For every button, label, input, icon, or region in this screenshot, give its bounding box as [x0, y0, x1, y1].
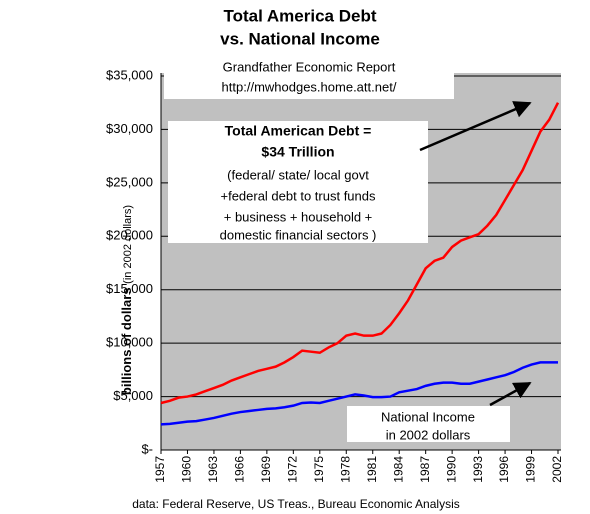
chart-title: Total America Debt: [223, 6, 376, 25]
debt-box: [168, 121, 428, 243]
x-tick-label: 1990: [444, 456, 458, 483]
annotation: National Income: [381, 409, 475, 424]
x-tick-label: 2002: [550, 456, 564, 483]
y-tick-label: $25,000: [106, 174, 153, 189]
annotation: Total American Debt =: [225, 123, 372, 139]
x-tick-label: 1957: [153, 456, 167, 483]
y-tick-label: $-: [141, 441, 153, 456]
x-tick-label: 1960: [180, 456, 194, 483]
arrow: [419, 101, 532, 152]
chart-title: vs. National Income: [220, 29, 380, 48]
x-tick-label: 1969: [259, 456, 273, 483]
y-tick-label: $10,000: [106, 335, 153, 350]
y-tick-label: $15,000: [106, 281, 153, 296]
line-series: [160, 361, 558, 426]
y-tick-label: $5,000: [113, 388, 153, 403]
x-tick-label: 1984: [391, 456, 405, 483]
x-tick-label: 1993: [471, 456, 485, 483]
x-tick-label: 1996: [497, 456, 511, 483]
x-tick-label: 1963: [206, 456, 220, 483]
annotation: (federal/ state/ local govt: [227, 167, 369, 182]
x-tick-label: 1975: [312, 456, 326, 483]
source: data: Federal Reserve, US Treas., Bureau…: [132, 497, 460, 511]
annotation: $34 Trillion: [261, 144, 334, 160]
y-axis-note: (in 2002 dollars): [122, 205, 134, 284]
annotation: in 2002 dollars: [386, 427, 471, 442]
annotation: +federal debt to trust funds: [220, 188, 376, 203]
arrow: [489, 381, 532, 407]
income-box: [347, 406, 510, 442]
y-tick-label: $30,000: [106, 121, 153, 136]
x-tick-label: 1966: [233, 456, 247, 483]
x-tick-label: 1999: [524, 456, 538, 483]
y-axis-label: billions of dollars (in 2002 dollars): [119, 205, 134, 395]
annotation: Grandfather Economic Report: [223, 59, 396, 74]
line-series: [160, 102, 560, 405]
x-tick-label: 1972: [286, 456, 300, 483]
x-tick-label: 1987: [418, 456, 432, 483]
y-tick-label: $35,000: [106, 67, 153, 82]
annotation: + business + household +: [224, 209, 373, 224]
x-tick-label: 1981: [365, 456, 379, 483]
y-tick-label: $20,000: [106, 228, 153, 243]
annotation: http://mwhodges.home.att.net/: [222, 79, 397, 94]
y-axis-label: billions of dollars: [119, 287, 134, 395]
x-tick-label: 1978: [338, 456, 352, 483]
report-box: [164, 57, 454, 99]
annotation: domestic financial sectors ): [220, 227, 377, 242]
